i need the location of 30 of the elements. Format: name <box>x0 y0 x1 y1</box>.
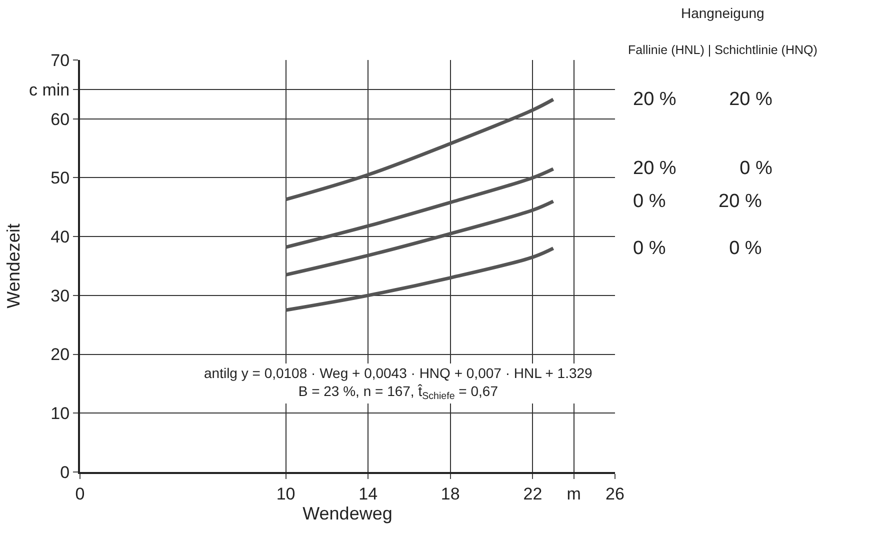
line-series <box>284 98 556 202</box>
y-tick-label: c min <box>28 80 70 100</box>
y-tick-label: 60 <box>50 110 70 129</box>
x-tick-label: 22 <box>523 484 542 504</box>
y-tick-label: 30 <box>50 286 70 306</box>
x-axis-title: Wendeweg <box>302 503 392 524</box>
y-tick-label: 10 <box>50 404 70 424</box>
line-series <box>284 167 556 249</box>
x-tick-label: m <box>566 484 581 504</box>
x-tick-label: 14 <box>358 484 378 504</box>
annotation: B = 23 %, n = 167, t̂$_{Schiefe}$ = 0,67 <box>298 383 498 402</box>
text: 20 % 0 % <box>633 158 772 179</box>
y-tick-label: 0 <box>60 462 70 482</box>
x-tick-label: 18 <box>440 484 460 504</box>
y-tick-label: 20 <box>50 345 70 364</box>
y-tick-label: 40 <box>50 228 70 247</box>
x-tick-label: 26 <box>606 484 624 504</box>
y-tick-label: 50 <box>50 168 70 188</box>
legend-title: Hangneigung <box>681 5 764 21</box>
annotation: antilg y = 0,0108 · Weg + 0,0043 · HNQ + 0,007 · HNL + 1.329 <box>204 365 593 381</box>
text: 0 % 0 % <box>633 238 762 259</box>
x-tick-label: 0 <box>75 484 85 504</box>
line-series <box>284 200 556 277</box>
text: Fallinie (HNL) | Schichtlinie (HNQ) <box>628 43 818 57</box>
x-tick-label: 10 <box>276 484 296 504</box>
line-series <box>284 246 556 312</box>
text: 0 % 20 % <box>633 191 762 212</box>
y-tick-label: 70 <box>50 50 70 70</box>
text: 20 % 20 % <box>633 89 773 110</box>
y-axis-title: Wendezeit <box>4 224 24 308</box>
